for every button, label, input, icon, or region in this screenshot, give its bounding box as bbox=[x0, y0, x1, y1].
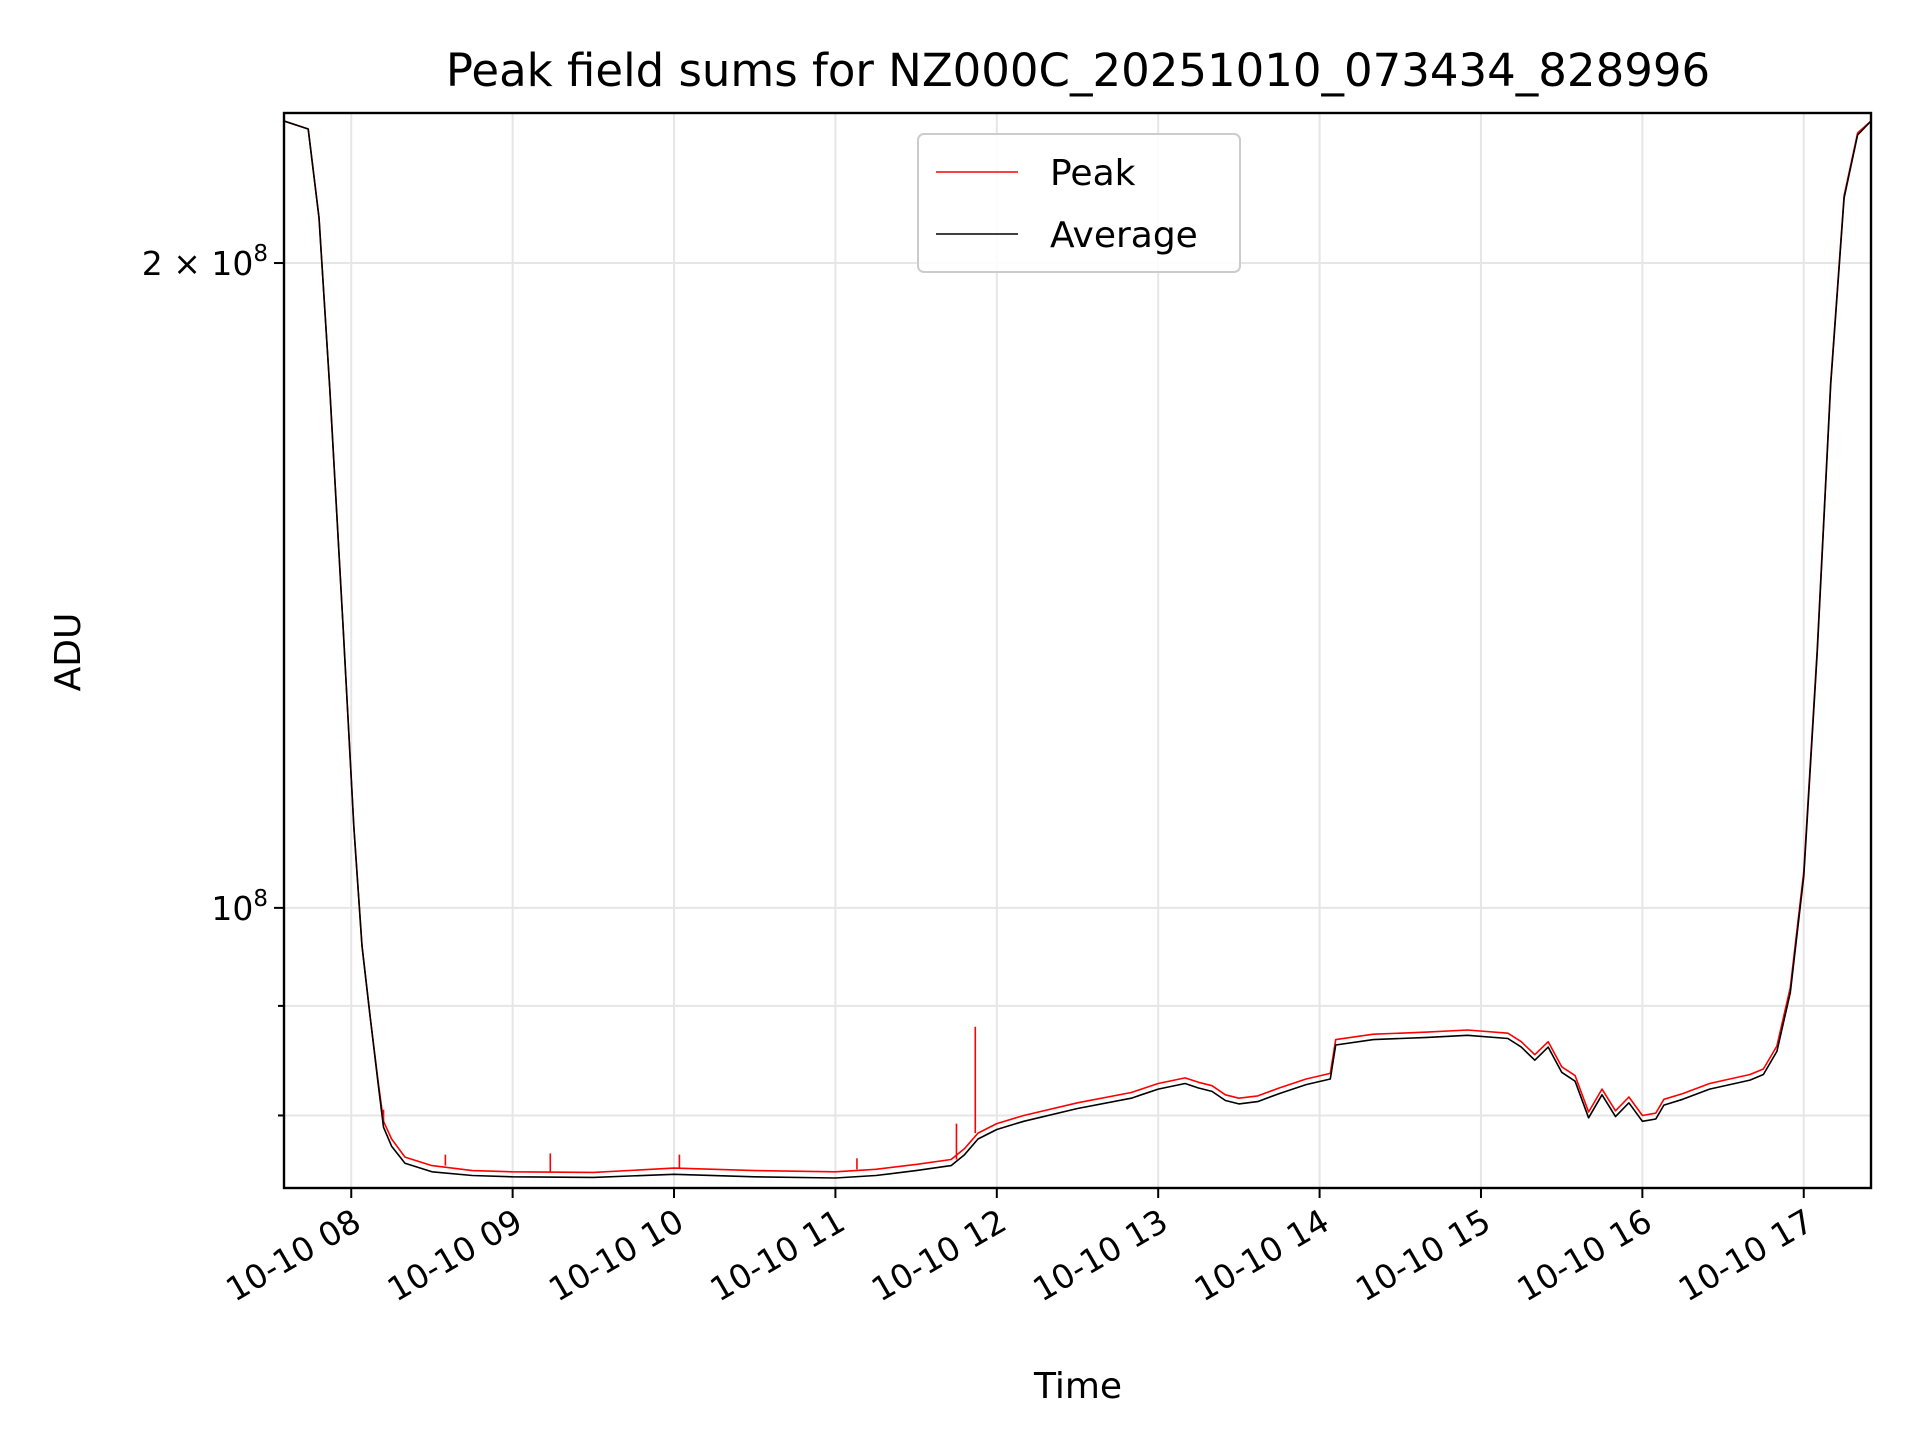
grid-layer bbox=[284, 113, 1871, 1188]
chart-title: Peak field sums for NZ000C_20251010_0734… bbox=[446, 44, 1710, 97]
y-axis-label: ADU bbox=[48, 613, 89, 692]
series-layer bbox=[284, 120, 1871, 1179]
y-tick-label: 2 × 108 bbox=[142, 241, 268, 283]
series-line-average bbox=[284, 120, 1871, 1179]
legend: Peak Average bbox=[917, 133, 1241, 273]
x-axis-label: Time bbox=[1033, 1366, 1122, 1407]
legend-label-average: Average bbox=[1050, 215, 1198, 256]
y-axis: 108 2 × 108 bbox=[142, 241, 284, 1117]
legend-box bbox=[917, 133, 1241, 273]
legend-label-peak: Peak bbox=[1050, 153, 1136, 194]
y-tick-label: 108 bbox=[211, 886, 268, 928]
series-line-peak bbox=[284, 120, 1871, 1174]
plot-frame bbox=[282, 111, 1873, 1190]
